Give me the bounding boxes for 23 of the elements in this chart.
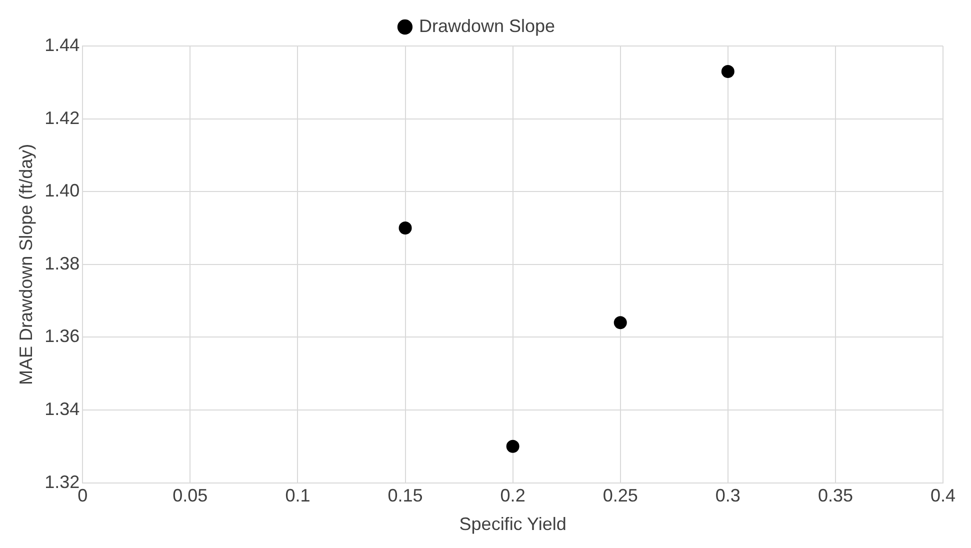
y-tick-label: 1.32 [44, 472, 80, 492]
x-tick-label: 0.25 [602, 486, 638, 506]
x-tick-label: 0.15 [388, 486, 423, 506]
x-tick-label: 0.4 [930, 486, 956, 506]
y-tick-label: 1.36 [44, 326, 80, 346]
point [614, 316, 627, 330]
x-tick-label: 0 [78, 486, 88, 506]
point [506, 440, 520, 453]
point [398, 222, 412, 234]
point [721, 64, 734, 78]
x-tick-label: 0.3 [715, 486, 740, 506]
x-tick-label: 0.05 [172, 486, 208, 506]
y-tick-label: 1.44 [44, 34, 80, 55]
legend-label: Drawdown Slope [418, 16, 556, 36]
y-tick-label: 1.40 [44, 180, 80, 201]
x-tick-label: 0.2 [500, 486, 526, 506]
x-tick-label: 0.1 [285, 486, 310, 506]
y-tick-label: 1.38 [44, 253, 80, 274]
y-tick-label: 1.42 [44, 108, 80, 128]
x-tick-label: 0.35 [818, 486, 853, 506]
y-axis-title: MAE Drawdown Slope (ft/day) [16, 144, 36, 385]
y-tick-label: 1.34 [44, 398, 80, 419]
x-axis-title: Specific Yield [459, 514, 566, 534]
